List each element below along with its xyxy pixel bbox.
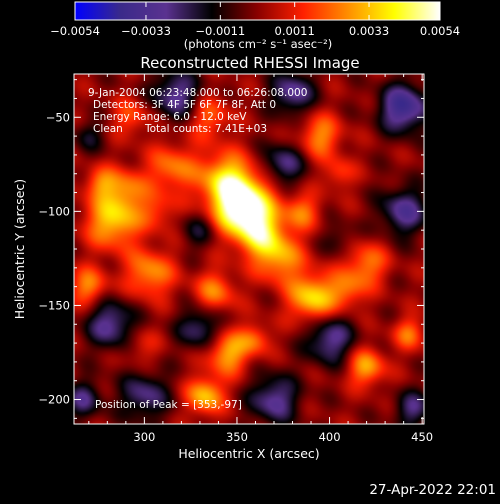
- x-tick-label: 350: [226, 430, 248, 444]
- annotation-time-range: 9-Jan-2004 06:23:48.000 to 06:26:08.000: [88, 87, 307, 99]
- annotation-peak-position: Position of Peak = [353,-97]: [95, 399, 242, 411]
- x-axis-title: Heliocentric X (arcsec): [178, 446, 319, 461]
- heatmap-raster: [74, 74, 424, 424]
- colorbar-tick-label: −0.0033: [121, 24, 171, 38]
- plot-title: Reconstructed RHESSI Image: [140, 54, 359, 72]
- y-tick-label: −50: [46, 110, 70, 124]
- timestamp: 27-Apr-2022 22:01: [369, 482, 496, 498]
- y-tick-label: −200: [38, 393, 70, 407]
- x-tick-label: 300: [133, 430, 155, 444]
- y-tick-label: −150: [38, 298, 70, 312]
- colorbar-tick-label: 0.0011: [275, 24, 315, 38]
- colorbar-tick-label: 0.0054: [420, 24, 460, 38]
- y-axis-title: Heliocentric Y (arcsec): [12, 179, 27, 319]
- heatmap-image: [74, 74, 424, 424]
- x-tick-label: 450: [411, 430, 433, 444]
- annotations: 9-Jan-2004 06:23:48.000 to 06:26:08.000 …: [88, 87, 307, 411]
- x-tick-label: 400: [319, 430, 341, 444]
- colorbar-unit-label: (photons cm⁻² s⁻¹ asec⁻²): [184, 37, 332, 51]
- colorbar-tick-label: −0.0054: [50, 24, 100, 38]
- colorbar: −0.0054 −0.0033 −0.0011 0.0011 0.0033 0.0054 …: [50, 1, 460, 51]
- colorbar-gradient: [74, 1, 441, 21]
- annotation-clean: Clean: [93, 123, 123, 135]
- colorbar-ticks: −0.0054 −0.0033 −0.0011 0.0011 0.0033 0.0054: [50, 2, 460, 38]
- colorbar-tick-label: 0.0033: [349, 24, 389, 38]
- y-axis: −50 −100 −150 −200: [38, 79, 424, 419]
- y-tick-label: −100: [38, 204, 70, 218]
- annotation-energy-range: Energy Range: 6.0 - 12.0 keV: [93, 111, 247, 123]
- annotation-detectors: Detectors: 3F 4F 5F 6F 7F 8F, Att 0: [93, 99, 276, 111]
- x-axis: 300 350 400 450: [88, 74, 433, 444]
- colorbar-tick-label: −0.0011: [195, 24, 245, 38]
- annotation-total-counts: Total counts: 7.41E+03: [144, 123, 267, 135]
